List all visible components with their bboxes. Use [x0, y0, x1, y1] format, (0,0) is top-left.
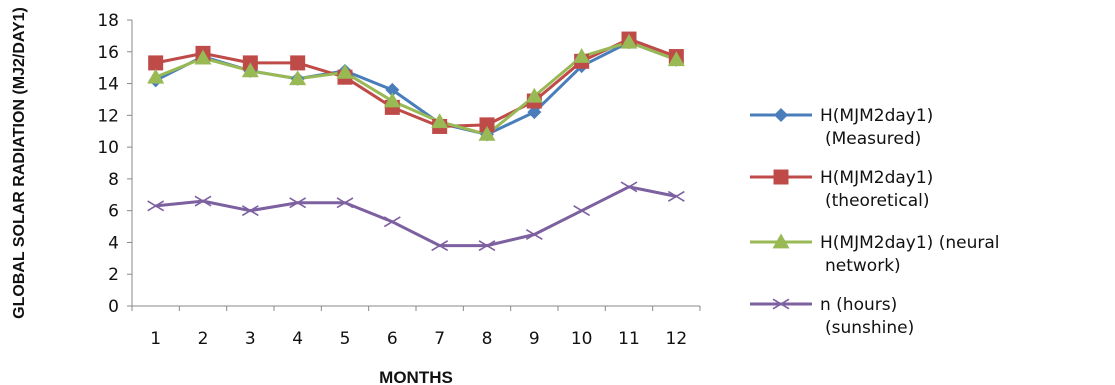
data-point-sunshine [383, 216, 401, 228]
data-point-sunshine [573, 205, 591, 217]
x-tick-label: 2 [198, 329, 209, 349]
x-axis: 1 2 3 4 5 6 7 8 9 10 11 12 [131, 305, 701, 349]
legend-item-sunshine: n (hours) (sunshine) [750, 295, 914, 338]
series-lines [154, 37, 677, 248]
data-point-measured [527, 105, 542, 120]
legend-label-line2: network) [825, 256, 901, 276]
x-tick-label: 5 [340, 329, 351, 349]
legend-item-neural-network: H(MJM2day1) (neural network) [750, 233, 999, 276]
y-tick-label: 4 [108, 233, 119, 253]
data-point-neural-network [573, 48, 591, 63]
legend-label-line1: H(MJM2day1) [820, 168, 933, 188]
legend-label-line2: (Measured) [825, 129, 921, 149]
data-point-sunshine [336, 197, 354, 209]
data-point-sunshine-stroke-b [667, 190, 685, 202]
x-tick-label: 12 [666, 329, 688, 349]
data-point-sunshine-stroke-b [431, 240, 449, 252]
legend-label-line2: (sunshine) [825, 318, 914, 338]
y-axis: 0 2 4 6 8 10 12 14 16 18 [97, 11, 133, 317]
legend-label-line2: (theoretical) [825, 191, 930, 211]
data-point-theoretical [479, 117, 495, 133]
x-axis-title: MONTHS [379, 368, 453, 385]
data-point-sunshine-stroke-b [336, 197, 354, 209]
y-tick-label: 10 [97, 138, 119, 158]
x-tick-label: 4 [292, 329, 303, 349]
data-point-sunshine [431, 240, 449, 252]
x-tick-label: 6 [387, 329, 398, 349]
legend-marker [773, 169, 789, 185]
data-point-neural-network [431, 113, 449, 129]
y-tick-label: 12 [97, 106, 119, 126]
data-point-sunshine-stroke-b [147, 200, 165, 212]
x-tick-label: 9 [529, 329, 540, 349]
data-point-neural-network [289, 70, 307, 86]
y-tick-label: 6 [108, 202, 119, 222]
data-point-neural-network [147, 68, 165, 84]
y-tick-label: 2 [108, 265, 119, 285]
x-tick-label: 10 [571, 329, 593, 349]
data-point-neural-network [620, 33, 638, 49]
legend-marker [772, 298, 790, 310]
data-point-neural-network [667, 51, 685, 67]
legend-label-line1: n (hours) [820, 295, 897, 315]
data-point-sunshine [620, 181, 638, 193]
legend-item-measured: H(MJM2day1) (Measured) [750, 106, 933, 149]
data-point-neural-network [383, 92, 401, 108]
data-point-sunshine [241, 205, 259, 217]
data-point-sunshine-stroke-b [478, 240, 496, 252]
y-tick-label: 14 [97, 75, 119, 95]
data-point-neural-network [525, 87, 543, 103]
series-line-theoretical [155, 37, 677, 128]
data-point-neural-network [241, 62, 259, 78]
data-point-sunshine-stroke-b [383, 216, 401, 228]
y-tick-labels: 0 2 4 6 8 10 12 14 16 18 [97, 11, 132, 317]
data-point-measured [385, 82, 400, 97]
y-axis-title: GLOBAL SOLAR RADIATION (MJ2/DAY1) [11, 7, 28, 319]
x-tick-label: 1 [150, 329, 161, 349]
legend-item-theoretical: H(MJM2day1) (theoretical) [750, 168, 933, 211]
x-tick-label: 11 [618, 329, 640, 349]
data-point-sunshine [667, 190, 685, 202]
legend-marker [772, 233, 790, 249]
legend-marker [774, 108, 788, 122]
legend: H(MJM2day1) (Measured) H(MJM2day1) (theoret… [750, 106, 999, 338]
data-point-neural-network [478, 125, 496, 141]
series-markers [147, 31, 685, 252]
data-point-sunshine [147, 200, 165, 212]
y-tick-label: 18 [97, 11, 119, 31]
data-point-sunshine [525, 229, 543, 240]
data-point-sunshine-stroke-b [194, 195, 212, 207]
x-tick-label: 8 [482, 329, 493, 349]
y-tick-label: 8 [108, 170, 119, 190]
series-line-sunshine [155, 185, 677, 248]
data-point-neural-network [194, 49, 212, 65]
x-tick-label: 7 [434, 329, 445, 349]
y-tick-label: 16 [97, 43, 119, 63]
data-point-neural-network [336, 63, 354, 79]
series-line-neural-network [155, 40, 677, 136]
data-point-sunshine-stroke-b [289, 197, 307, 209]
data-point-theoretical [290, 55, 306, 71]
data-point-sunshine-stroke-b [525, 229, 543, 240]
data-point-theoretical [148, 55, 164, 71]
legend-marker-stroke-b [772, 298, 790, 310]
data-point-sunshine-stroke-b [573, 205, 591, 217]
data-point-sunshine [289, 197, 307, 209]
series-line-measured [154, 40, 677, 136]
legend-label-line1: H(MJM2day1) [820, 106, 933, 126]
data-point-sunshine [194, 195, 212, 207]
x-tick-labels: 1 2 3 4 5 6 7 8 9 10 11 12 [131, 306, 701, 349]
data-point-sunshine [478, 240, 496, 252]
data-point-sunshine-stroke-b [620, 181, 638, 193]
y-tick-label: 0 [108, 297, 119, 317]
legend-label-line1: H(MJM2day1) (neural [820, 233, 999, 253]
x-tick-label: 3 [245, 329, 256, 349]
data-point-sunshine-stroke-b [241, 205, 259, 217]
